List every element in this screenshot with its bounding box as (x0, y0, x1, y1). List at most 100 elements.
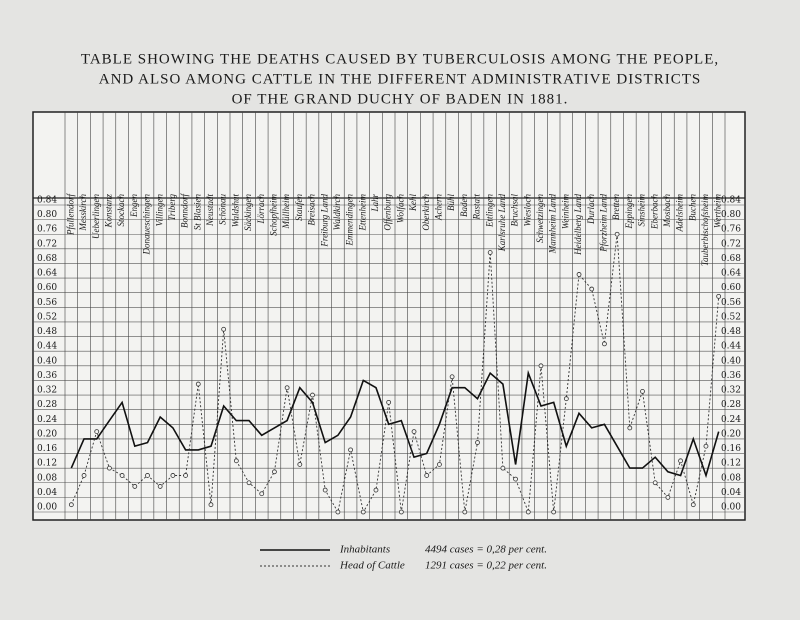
x-tick-label: Kehl (408, 194, 418, 212)
y-tick-label: 0.36 (37, 371, 57, 381)
point (576, 272, 582, 277)
point (551, 509, 557, 515)
y-tick-label: 0.56 (37, 298, 57, 308)
point (68, 502, 74, 508)
y-tick-label: 0.48 (37, 327, 57, 337)
x-tick-label: Freiburg Land (319, 194, 329, 248)
y2-tick-label: 0.16 (721, 444, 741, 454)
y-tick-label: 0.24 (37, 415, 57, 425)
x-tick-label: Ettlingen (484, 194, 494, 228)
y2-tick-label: 0.68 (721, 254, 741, 264)
y-tick-label: 0.84 (37, 196, 57, 206)
y2-tick-label: 0.36 (721, 371, 741, 381)
x-tick-label: Lörrach (256, 194, 266, 225)
y2-tick-label: 0.32 (721, 386, 741, 396)
point (348, 447, 353, 453)
x-tick-label: Pfullendorf (65, 193, 75, 236)
point (297, 462, 303, 467)
point (652, 480, 658, 486)
point (411, 429, 417, 434)
x-tick-label: Heidelberg Land (573, 194, 583, 256)
x-tick-label: Oberkirch (421, 194, 431, 231)
y2-tick-label: 0.84 (721, 196, 741, 206)
y2-tick-label: 0.44 (721, 342, 741, 352)
point (602, 341, 607, 347)
chart-title: TABLE SHOWING THE DEATHS CAUSED BY TUBER… (81, 51, 719, 67)
x-tick-label: Weinheim (560, 194, 570, 230)
point (640, 388, 645, 394)
y-tick-label: 0.04 (37, 488, 57, 498)
y-tick-label: 0.80 (37, 210, 57, 220)
x-tick-label: Pforzheim Land (598, 194, 608, 253)
point (690, 502, 696, 508)
point (627, 425, 633, 431)
x-tick-label: Schönau (218, 194, 228, 225)
x-tick-label: Breisach (307, 194, 317, 226)
point (614, 231, 620, 237)
point (335, 509, 341, 515)
point (398, 509, 404, 515)
point (145, 473, 150, 478)
y-tick-label: 0.08 (37, 473, 57, 483)
x-tick-label: Waldkirch (332, 194, 342, 231)
x-tick-label: Villingen (154, 194, 164, 227)
x-tick-label: Müllheim (281, 194, 291, 230)
x-tick-label: Donaueschingen (142, 194, 152, 256)
x-tick-label: Wiesloch (522, 194, 532, 227)
point (475, 440, 480, 445)
x-tick-label: Adelsheim (675, 194, 685, 233)
x-tick-label: Wertheim (713, 194, 723, 229)
y-tick-label: 0.32 (37, 386, 57, 396)
point (233, 458, 239, 464)
y-tick-label: 0.76 (37, 225, 57, 235)
legend-note: 4494 cases = 0,28 per cent. (425, 544, 547, 556)
x-tick-label: Buchen (687, 194, 697, 221)
x-tick-label: Engen (129, 194, 139, 218)
y2-tick-label: 0.48 (721, 327, 741, 337)
point (462, 509, 468, 515)
legend-label: Head of Cattle (339, 560, 405, 572)
x-tick-label: Säckingen (243, 194, 253, 231)
series-line (70, 234, 720, 514)
x-tick-label: Bühl (446, 194, 456, 211)
x-tick-label: Mannheim Land (548, 194, 558, 255)
x-tick-label: Durlach (586, 194, 596, 225)
x-tick-label: Eppingen (624, 194, 634, 230)
x-tick-label: Tauberbischofsheim (700, 194, 710, 267)
x-tick-label: Karlsruhe Land (497, 194, 507, 253)
y2-tick-label: 0.40 (721, 356, 741, 366)
x-tick-label: Emmendingen (345, 194, 355, 247)
y2-tick-label: 0.80 (721, 210, 741, 220)
y-tick-label: 0.68 (37, 254, 57, 264)
point (132, 484, 138, 489)
point (107, 465, 112, 471)
x-tick-label: Schopfheim (268, 194, 278, 236)
point (94, 429, 100, 434)
point (703, 443, 709, 449)
chart-title: AND ALSO AMONG CATTLE IN THE DIFFERENT A… (99, 71, 701, 87)
y2-tick-label: 0.12 (721, 459, 741, 469)
y2-tick-label: 0.60 (721, 283, 741, 293)
chart-title: OF THE GRAND DUCHY OF BADEN IN 1881. (232, 91, 569, 107)
point (716, 293, 722, 299)
x-tick-label: Baden (459, 194, 469, 217)
point (437, 462, 442, 467)
y2-tick-label: 0.04 (721, 488, 741, 498)
x-tick-label: Bruchsal (510, 194, 520, 227)
point (373, 487, 379, 493)
point (170, 473, 176, 478)
point (81, 473, 87, 478)
y-tick-label: 0.12 (37, 459, 57, 469)
point (195, 381, 201, 387)
point (525, 509, 531, 515)
point (310, 392, 315, 398)
y-tick-label: 0.20 (37, 429, 57, 439)
legend-label: Inhabitants (339, 544, 390, 556)
y-tick-label: 0.64 (37, 269, 57, 279)
point (538, 363, 544, 369)
x-tick-label: Konstanz (103, 194, 113, 229)
series-line (70, 369, 720, 479)
point (678, 458, 683, 464)
point (360, 509, 366, 515)
